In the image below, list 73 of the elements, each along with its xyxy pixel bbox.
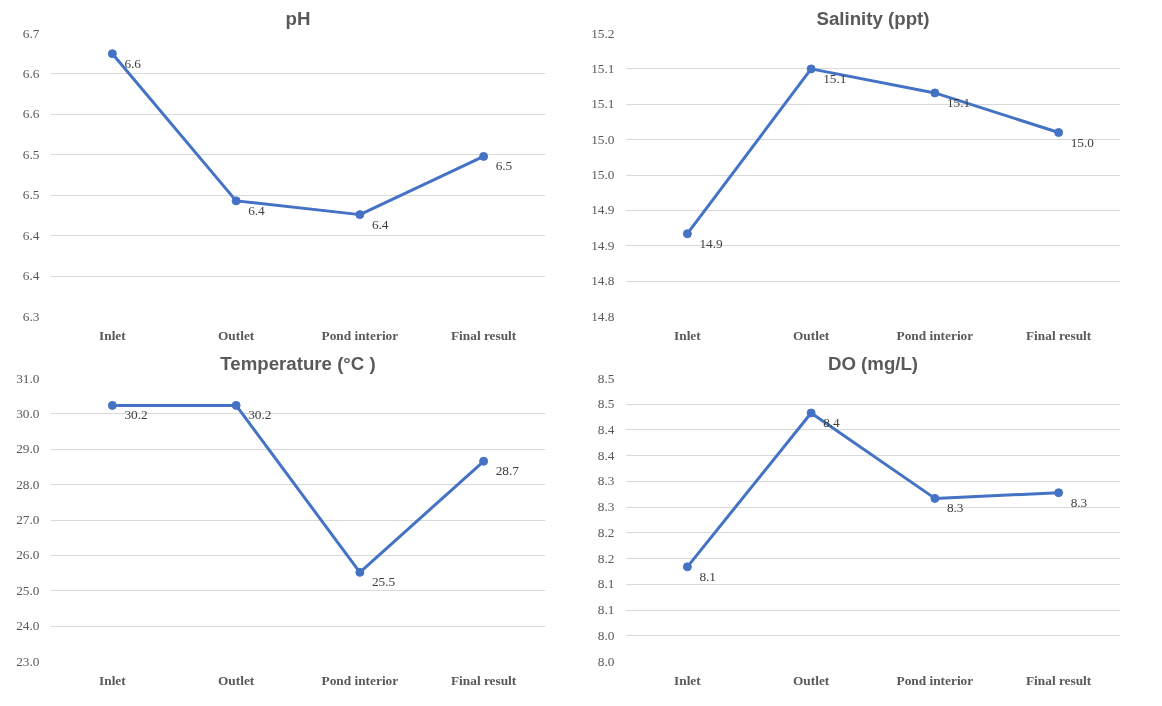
- x-tick-label: Outlet: [217, 327, 255, 343]
- x-tick-label: Final result: [1025, 672, 1092, 688]
- y-tick-label: 14.8: [591, 308, 615, 324]
- y-tick-label: 15.1: [591, 96, 615, 112]
- y-tick-label: 8.1: [597, 602, 615, 618]
- y-tick-label: 6.5: [22, 146, 40, 162]
- y-tick-label: 6.4: [22, 268, 40, 284]
- x-tick-label: Pond interior: [896, 327, 974, 343]
- data-label: 8.3: [1070, 494, 1088, 510]
- x-tick-label: Inlet: [674, 327, 702, 343]
- y-tick-label: 30.0: [16, 405, 40, 421]
- y-tick-label: 25.0: [16, 582, 40, 598]
- y-tick-label: 8.2: [597, 524, 615, 540]
- data-label: 14.9: [699, 235, 724, 251]
- data-label: 6.4: [371, 216, 389, 232]
- x-tick-label: Pond interior: [896, 672, 974, 688]
- y-tick-label: 15.1: [591, 60, 615, 76]
- data-label: 6.5: [495, 158, 513, 174]
- y-tick-label: 15.0: [591, 167, 615, 182]
- chart-title: DO (mg/L): [827, 352, 919, 374]
- y-tick-label: 6.5: [22, 187, 40, 203]
- y-tick-label: 8.3: [597, 473, 615, 489]
- y-tick-label: 8.2: [597, 550, 615, 566]
- x-tick-label: Final result: [450, 672, 517, 688]
- y-tick-label: 8.4: [597, 447, 615, 463]
- chart-title: Salinity (ppt): [816, 7, 930, 29]
- data-label: 28.7: [495, 463, 520, 479]
- x-tick-label: Inlet: [674, 672, 702, 688]
- y-tick-label: 8.0: [597, 627, 615, 643]
- y-tick-label: 26.0: [16, 547, 40, 563]
- x-tick-label: Pond interior: [321, 327, 399, 343]
- y-tick-label: 29.0: [16, 441, 40, 457]
- y-tick-label: 6.3: [22, 308, 40, 324]
- y-tick-label: 24.0: [16, 618, 40, 634]
- data-label: 6.6: [124, 55, 142, 71]
- y-tick-label: 8.5: [597, 370, 615, 386]
- y-tick-label: 15.0: [591, 131, 615, 147]
- data-label: 15.1: [823, 70, 847, 86]
- x-tick-label: Inlet: [99, 327, 127, 343]
- x-tick-label: Outlet: [217, 672, 255, 688]
- chart-title: pH: [285, 7, 311, 29]
- y-tick-label: 15.2: [591, 25, 615, 41]
- y-tick-label: 8.5: [597, 396, 615, 412]
- y-tick-label: 14.9: [591, 237, 615, 253]
- y-tick-label: 6.6: [22, 65, 40, 81]
- x-tick-label: Outlet: [792, 327, 830, 343]
- data-label: 8.1: [699, 568, 717, 584]
- y-tick-label: 27.0: [16, 512, 40, 527]
- y-tick-label: 8.0: [597, 653, 615, 669]
- data-label: 8.3: [946, 500, 964, 516]
- y-tick-label: 8.3: [597, 499, 615, 515]
- x-tick-label: Inlet: [99, 672, 127, 688]
- chart-title: Temperature (°C ): [220, 352, 376, 374]
- y-tick-label: 6.6: [22, 106, 40, 122]
- y-tick-label: 23.0: [16, 653, 40, 669]
- y-tick-label: 28.0: [16, 476, 40, 492]
- data-label: 25.5: [371, 574, 396, 590]
- x-tick-label: Final result: [1025, 327, 1092, 343]
- x-tick-label: Pond interior: [321, 672, 399, 688]
- data-label: 6.4: [248, 202, 266, 218]
- data-label: 30.2: [248, 407, 272, 423]
- data-label: 15.0: [1070, 134, 1095, 150]
- x-tick-label: Outlet: [792, 672, 830, 688]
- y-tick-label: 8.4: [597, 421, 615, 437]
- y-tick-label: 14.9: [591, 202, 615, 218]
- data-label: 8.4: [823, 414, 841, 430]
- data-label: 30.2: [124, 407, 148, 423]
- y-tick-label: 8.1: [597, 576, 615, 592]
- y-tick-label: 6.7: [22, 25, 40, 41]
- x-tick-label: Final result: [450, 327, 517, 343]
- y-tick-label: 14.8: [591, 273, 615, 289]
- y-tick-label: 6.4: [22, 227, 40, 243]
- y-tick-label: 31.0: [16, 370, 40, 386]
